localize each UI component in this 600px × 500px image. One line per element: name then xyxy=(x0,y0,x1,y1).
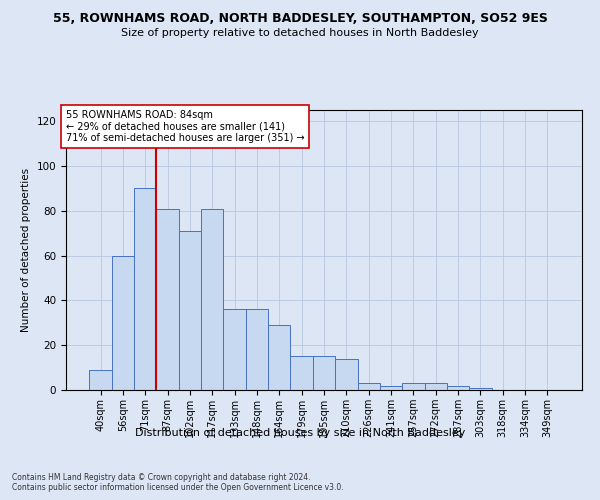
Bar xyxy=(469,388,491,390)
Bar xyxy=(380,386,402,390)
Bar xyxy=(268,325,290,390)
Bar xyxy=(290,356,313,390)
Bar xyxy=(358,384,380,390)
Bar xyxy=(447,386,469,390)
Text: Distribution of detached houses by size in North Baddesley: Distribution of detached houses by size … xyxy=(135,428,465,438)
Text: Contains HM Land Registry data © Crown copyright and database right 2024.
Contai: Contains HM Land Registry data © Crown c… xyxy=(12,473,344,492)
Bar xyxy=(179,231,201,390)
Text: 55, ROWNHAMS ROAD, NORTH BADDESLEY, SOUTHAMPTON, SO52 9ES: 55, ROWNHAMS ROAD, NORTH BADDESLEY, SOUT… xyxy=(53,12,547,26)
Bar xyxy=(157,208,179,390)
Bar xyxy=(313,356,335,390)
Bar xyxy=(89,370,112,390)
Bar xyxy=(201,208,223,390)
Text: Size of property relative to detached houses in North Baddesley: Size of property relative to detached ho… xyxy=(121,28,479,38)
Bar xyxy=(223,310,246,390)
Bar xyxy=(246,310,268,390)
Bar xyxy=(112,256,134,390)
Bar xyxy=(134,188,157,390)
Text: 55 ROWNHAMS ROAD: 84sqm
← 29% of detached houses are smaller (141)
71% of semi-d: 55 ROWNHAMS ROAD: 84sqm ← 29% of detache… xyxy=(66,110,305,143)
Bar xyxy=(425,384,447,390)
Bar xyxy=(335,358,358,390)
Bar xyxy=(402,384,425,390)
Y-axis label: Number of detached properties: Number of detached properties xyxy=(21,168,31,332)
